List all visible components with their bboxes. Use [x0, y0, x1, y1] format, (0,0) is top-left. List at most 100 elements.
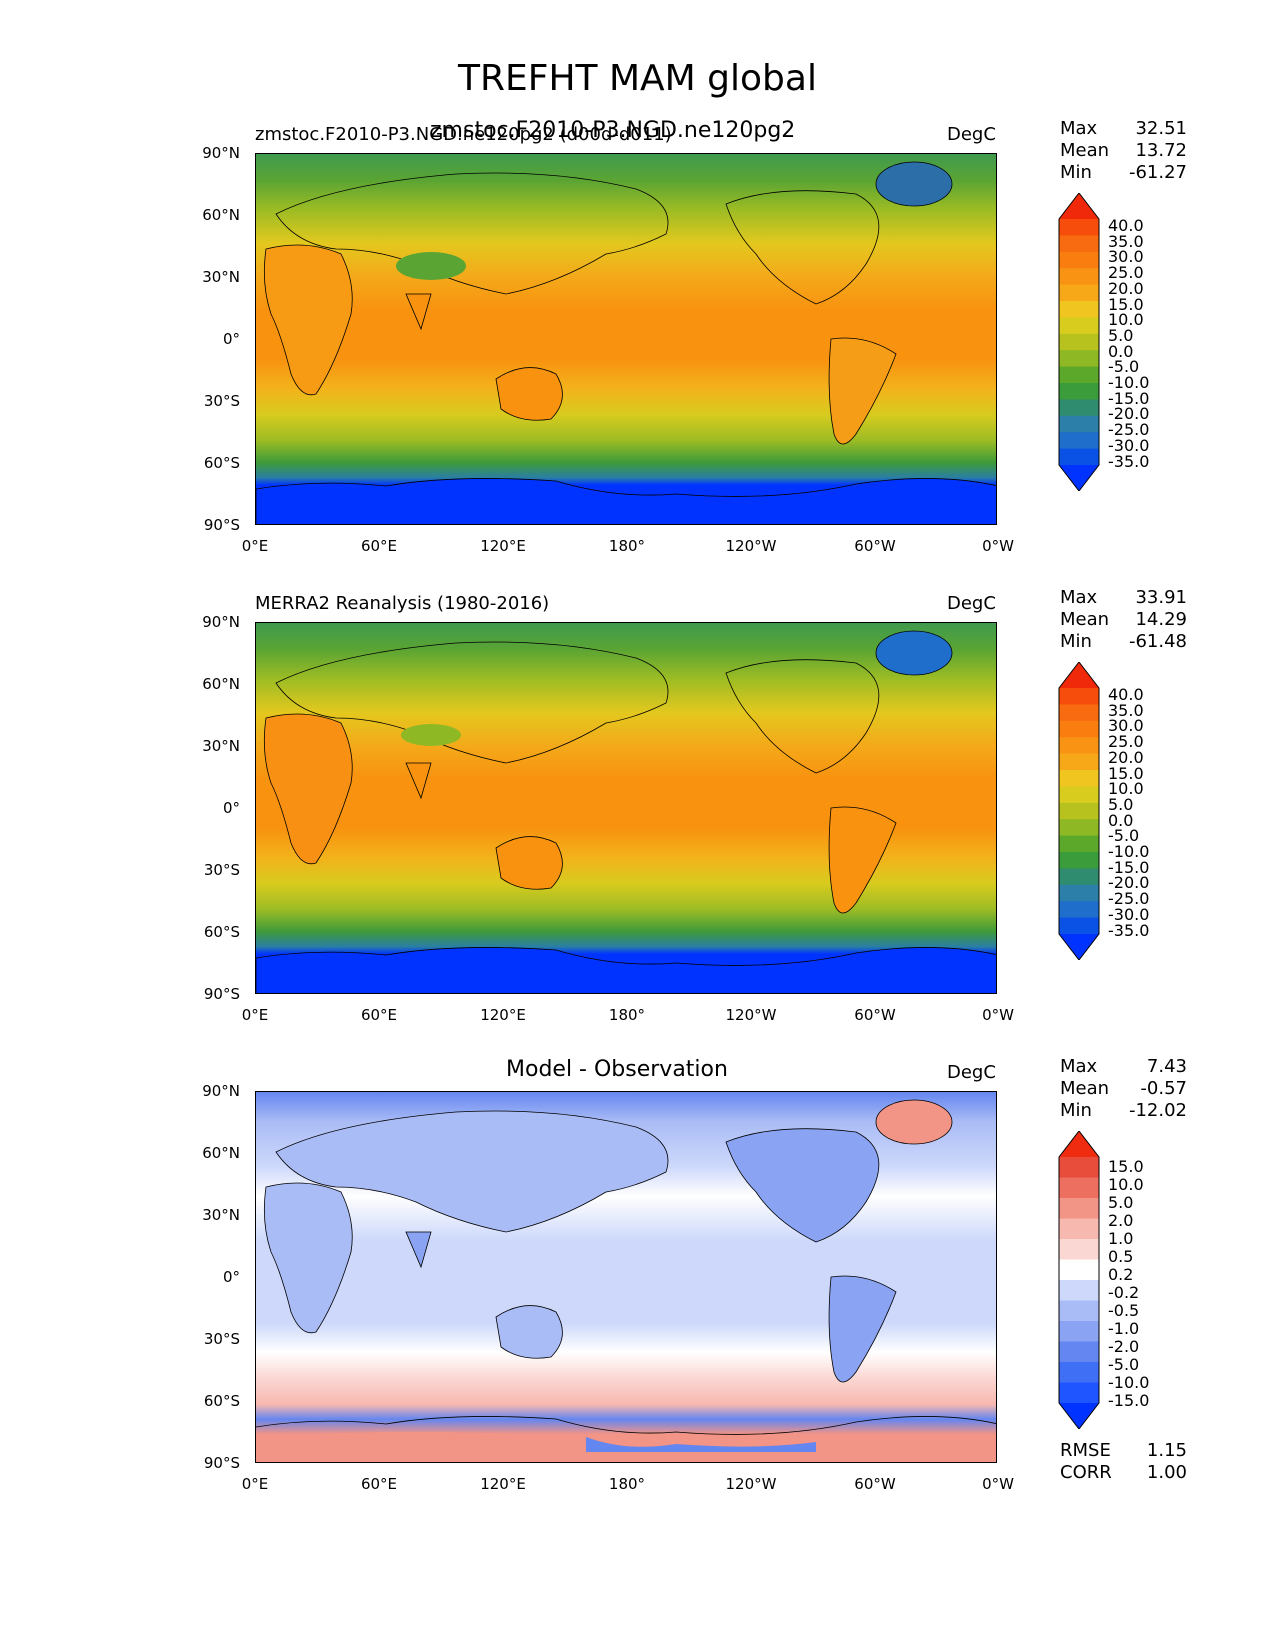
lon-label: 120°E — [480, 537, 526, 555]
colorbar-swatch — [1059, 366, 1099, 384]
lon-label: 180° — [608, 1475, 646, 1493]
colorbar-tick: -25.0 — [1108, 420, 1150, 440]
lon-label: 180° — [608, 1006, 646, 1024]
figure-title: TREFHT MAM global — [458, 58, 817, 99]
colorbar-swatch — [1059, 901, 1099, 919]
panel2-units: DegC — [947, 593, 996, 614]
colorbar-swatch — [1059, 317, 1099, 335]
lat-label: 60°N — [202, 206, 240, 224]
panel2-colorbar-labels: 40.0 35.0 30.0 25.0 20.0 15.0 10.0 5.0 0… — [1108, 687, 1149, 938]
lon-label: 120°W — [725, 1475, 777, 1493]
colorbar-swatch — [1059, 1300, 1099, 1322]
colorbar-swatch — [1059, 1157, 1099, 1178]
panel2-map — [255, 622, 997, 994]
colorbar-tick: 1.0 — [1108, 1229, 1134, 1248]
colorbar-tick: -0.2 — [1108, 1283, 1140, 1302]
stat-mean-label: Mean — [1060, 1078, 1110, 1099]
lat-label: 30°S — [203, 861, 240, 879]
lon-label: 60°E — [360, 1006, 398, 1024]
stat-min-label: Min — [1060, 631, 1092, 652]
stat-mean-value: -0.57 — [1140, 1078, 1187, 1099]
colorbar-tick: 5.0 — [1108, 794, 1134, 814]
colorbar-tick: 25.0 — [1108, 732, 1144, 752]
panel1-map — [255, 153, 997, 525]
colorbar-swatch — [1059, 251, 1099, 269]
colorbar-swatch — [1059, 301, 1099, 318]
lon-label: 0°E — [241, 1006, 269, 1024]
colorbar-swatch — [1059, 737, 1099, 755]
lon-label: 60°W — [854, 537, 896, 555]
stat-min-label: Min — [1060, 1100, 1092, 1121]
colorbar-swatch — [1059, 415, 1099, 433]
lon-label: 0°E — [241, 537, 269, 555]
colorbar-swatch — [1059, 753, 1099, 771]
colorbar-swatch — [1059, 704, 1099, 722]
colorbar-swatch — [1059, 1341, 1099, 1363]
stat-max-label: Max — [1060, 1056, 1098, 1077]
colorbar-swatch — [1059, 1198, 1099, 1219]
colorbar-outline — [1058, 662, 1100, 960]
colorbar-tick: -10.0 — [1108, 373, 1150, 393]
panel3-map-graphic — [256, 1092, 996, 1462]
colorbar-tick: 2.0 — [1108, 1211, 1134, 1230]
colorbar-tick: 5.0 — [1108, 1193, 1134, 1212]
colorbar-tick: 0.0 — [1108, 341, 1134, 361]
colorbar-tick: 5.0 — [1108, 325, 1134, 345]
lon-label: 60°E — [360, 537, 398, 555]
panel2-colorbar — [1058, 662, 1100, 960]
colorbar-tick: 15.0 — [1108, 294, 1144, 314]
stat-mean-label: Mean — [1060, 609, 1110, 630]
stat-min-label: Min — [1060, 162, 1092, 183]
panel3-units: DegC — [947, 1062, 996, 1083]
lon-label: 60°E — [360, 1475, 398, 1493]
colorbar-tick: 10.0 — [1108, 310, 1144, 330]
lat-label: 30°N — [202, 1206, 240, 1224]
colorbar-tick: 20.0 — [1108, 278, 1144, 298]
colorbar-outline — [1058, 1131, 1100, 1429]
lat-label: 90°N — [202, 144, 240, 162]
panel3-map — [255, 1091, 997, 1463]
colorbar-extend-min — [1059, 934, 1099, 960]
colorbar-tick: -35.0 — [1108, 451, 1150, 471]
colorbar-swatch — [1059, 399, 1099, 417]
lat-label: 90°S — [203, 1454, 240, 1472]
colorbar-tick: -30.0 — [1108, 435, 1150, 455]
stat-max-label: Max — [1060, 118, 1098, 139]
colorbar-tick: -5.0 — [1108, 1355, 1140, 1374]
colorbar-tick: -1.0 — [1108, 1319, 1140, 1338]
colorbar-tick: -20.0 — [1108, 404, 1150, 424]
colorbar-swatch — [1059, 1382, 1099, 1404]
colorbar-tick: 30.0 — [1108, 247, 1144, 267]
colorbar-tick: 15.0 — [1108, 1157, 1144, 1176]
colorbar-tick: -15.0 — [1108, 857, 1150, 877]
colorbar-swatch — [1059, 235, 1099, 253]
lat-label: 0° — [222, 330, 240, 348]
colorbar-tick: 30.0 — [1108, 716, 1144, 736]
stat-mean-value: 13.72 — [1135, 140, 1187, 161]
colorbar-tick: 20.0 — [1108, 747, 1144, 767]
colorbar-tick: 35.0 — [1108, 700, 1144, 720]
colorbar-extend-min — [1059, 1403, 1099, 1429]
lat-label: 30°N — [202, 268, 240, 286]
colorbar-swatch — [1059, 1362, 1099, 1383]
colorbar-swatch — [1059, 770, 1099, 787]
colorbar-tick: -20.0 — [1108, 873, 1150, 893]
panel1-colorbar — [1058, 193, 1100, 491]
stat-max-value: 7.43 — [1146, 1056, 1187, 1077]
panel3-colorbar-labels: 15.0 10.0 5.0 2.0 1.0 0.5 0.2 -0.2 -0.5 … — [1108, 1158, 1149, 1410]
colorbar-swatch — [1059, 720, 1099, 738]
colorbar-swatch — [1059, 1218, 1099, 1240]
colorbar-tick: 35.0 — [1108, 231, 1144, 251]
panel2-map-graphic — [256, 623, 996, 993]
lat-label: 30°N — [202, 737, 240, 755]
lat-label: 0° — [222, 799, 240, 817]
colorbar-tick: 0.2 — [1108, 1265, 1134, 1284]
colorbar-swatch — [1059, 383, 1099, 400]
lon-label: 0°W — [982, 537, 1014, 555]
colorbar-swatch — [1059, 1239, 1099, 1260]
stat-mean-value: 14.29 — [1135, 609, 1187, 630]
colorbar-swatch — [1059, 819, 1099, 837]
lon-label: 120°E — [480, 1006, 526, 1024]
colorbar-tick: 10.0 — [1108, 779, 1144, 799]
colorbar-swatch — [1059, 268, 1099, 286]
